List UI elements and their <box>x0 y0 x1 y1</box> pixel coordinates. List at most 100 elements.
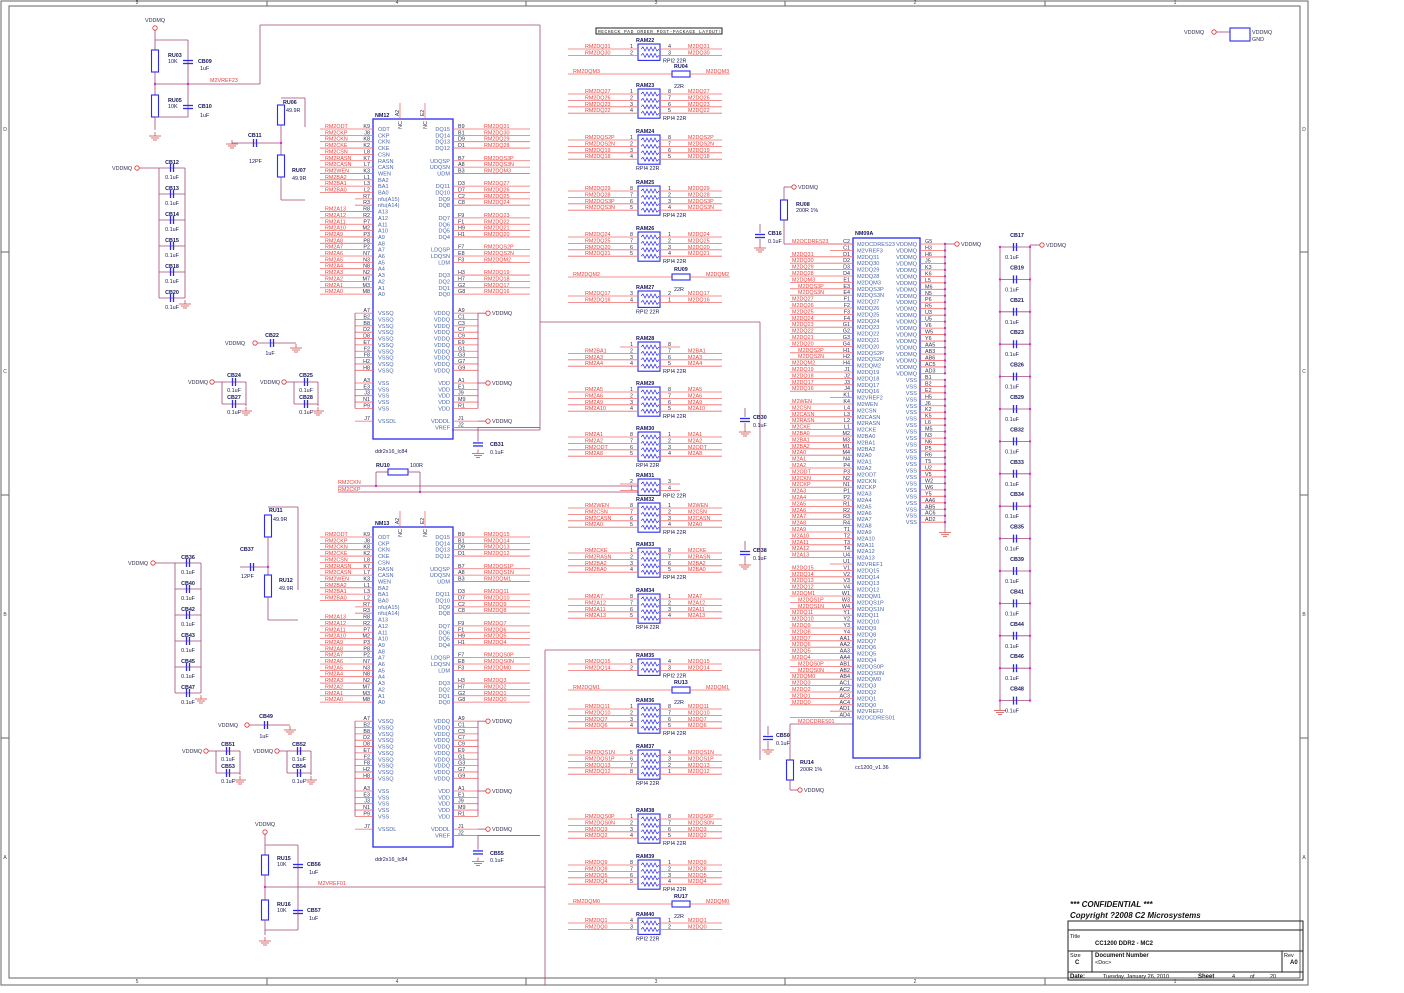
resistor-element-icon <box>640 253 660 259</box>
chip-pin-name: LDM <box>438 668 450 674</box>
power-net-label: VDDMQ <box>1184 30 1204 36</box>
chip-pin-name: A9 <box>378 643 385 649</box>
net-label: RM2DQM2 <box>484 257 511 263</box>
net-label: RM2A7 <box>585 594 603 600</box>
chip-pin-number: T5 <box>925 459 931 465</box>
chip-pin-number: A8 <box>458 570 465 576</box>
chip-pin-name: A5 <box>378 668 385 674</box>
resistor-ref: RU17 <box>674 894 688 900</box>
chip-pin-name: A7 <box>378 248 385 254</box>
pack-pin-number: 4 <box>630 833 633 839</box>
chip-pin-name: BA0 <box>378 599 389 605</box>
decoupling-cap-value: 0.1uF <box>221 757 235 763</box>
chip-pin-number: P7 <box>363 627 370 633</box>
net-label: M2DQ4 <box>792 655 811 661</box>
resistor-ref: RU09 <box>674 267 688 273</box>
net-label: M2CKE <box>792 425 811 431</box>
resistor-pack-RAM32 <box>637 502 661 533</box>
chip-pin-name: A12 <box>378 624 388 630</box>
decoupling-cap-ref: CB36 <box>181 555 195 561</box>
chip-pin-number: D1 <box>458 143 465 149</box>
decoupling-cap-ref: CB46 <box>1010 654 1024 660</box>
chip-pin-name: DQ13 <box>435 548 450 554</box>
resistor-value: 49.9R <box>292 176 306 182</box>
pack-pin-number: 2 <box>630 554 633 560</box>
resistor-element-icon <box>640 862 660 868</box>
power-port-icon <box>152 25 158 31</box>
net-label: M2DQ25 <box>792 309 814 315</box>
net-label: RM2A13 <box>585 613 606 619</box>
net-label: M2BA2 <box>688 561 706 567</box>
resistor-ref: RU12 <box>279 578 293 584</box>
resistor-pack-ref: RAM26 <box>636 226 654 232</box>
chip-pin-name: nfu(A14) <box>378 611 400 617</box>
net-label: RM2BA0 <box>325 188 347 194</box>
chip-pin-number: Y4 <box>843 629 850 635</box>
chip-pin-name: DQ6 <box>438 222 450 228</box>
pack-pin-number: 5 <box>630 879 633 885</box>
decoupling-cap-value: 0.1uF <box>299 388 313 394</box>
net-label: M2DQS3N <box>688 205 714 211</box>
net-label: RM2A13 <box>325 615 346 621</box>
chip-pin-number: A1 <box>458 378 465 384</box>
chip-pin-name: M2DQ11 <box>857 613 879 619</box>
chip-pin-number: T1 <box>844 527 850 533</box>
chip-pin-number: AB4 <box>840 674 850 680</box>
power-port-icon <box>150 560 156 566</box>
chip-pin-number: R3 <box>843 514 850 520</box>
chip-pin-name: VSS <box>378 400 389 406</box>
column-label-bottom: 3 <box>655 979 658 985</box>
junction-dot <box>1028 699 1032 702</box>
chip-pin-number: AB5 <box>925 504 935 510</box>
chip-pin-name: VDDQ <box>434 356 451 362</box>
chip-pin-number: H9 <box>458 634 465 640</box>
resistor-value: 22R <box>674 287 684 293</box>
chip-pin-number: N1 <box>363 805 370 811</box>
chip-pin-name: VSS <box>906 468 917 474</box>
net-label: RM2DQM1 <box>484 576 511 582</box>
chip-pin-number: C8 <box>458 608 465 614</box>
chip-pin-name: VREF <box>435 425 451 431</box>
net-label: M2DQ18 <box>688 154 710 160</box>
pack-pin-number: 1 <box>630 814 633 820</box>
net-label: RM2RASN <box>585 554 611 560</box>
chip-pin-name: M2A12 <box>857 549 875 555</box>
net-label: M2DQ2 <box>792 687 811 693</box>
decoupling-cap-ref: CB34 <box>1010 492 1024 498</box>
chip-pin-name: VDD <box>438 381 450 387</box>
net-label: M2DQ19 <box>688 148 710 154</box>
chip-pin-name: M2DQ16 <box>857 389 879 395</box>
pack-pin-number: 8 <box>630 860 633 866</box>
pack-pin-number: 3 <box>668 873 671 879</box>
net-label: RM2DQS3N <box>484 162 514 168</box>
net-label: M2A2 <box>688 438 702 444</box>
power-net-label: VDDMQ <box>145 18 165 24</box>
net-label: M2DQS1P <box>798 597 824 603</box>
decoupling-cap-ref: CB44 <box>1010 622 1024 628</box>
chip-pin-number: G3 <box>458 761 465 767</box>
power-port-icon <box>244 722 250 728</box>
chip-pin-number: V2 <box>843 572 850 578</box>
chip-pin-name: M2A5 <box>857 504 872 510</box>
pack-pin-number: 1 <box>630 135 633 141</box>
resistor-icon <box>260 854 270 876</box>
chip-pin-name: VSSDL <box>378 827 396 833</box>
chip-pin-number: H4 <box>843 361 850 367</box>
decoupling-cap-value: 0.1uF <box>165 201 179 207</box>
chip-pin-name: DQ0 <box>438 292 450 298</box>
resistor-element-icon <box>640 667 660 674</box>
pack-pin-number: 2 <box>668 438 671 444</box>
chip-pin-name: VDDQ <box>434 764 451 770</box>
chip-pin-name: M2A3 <box>857 492 872 498</box>
chip-pin-number: R3 <box>363 608 370 614</box>
chip-pin-number: E4 <box>843 290 850 296</box>
net-label: RM2DQ3 <box>585 827 607 833</box>
chip-pin-number: J8 <box>364 130 370 136</box>
junction-dot <box>998 537 1002 540</box>
chip-pin-number: G3 <box>843 335 850 341</box>
power-port-icon <box>252 340 258 346</box>
pack-pin-number: 1 <box>668 594 671 600</box>
net-label: M2DQ18 <box>792 373 814 379</box>
resistor-pack-value: RPI4 22R <box>636 166 659 172</box>
chip-pin-number: J7 <box>364 416 370 422</box>
